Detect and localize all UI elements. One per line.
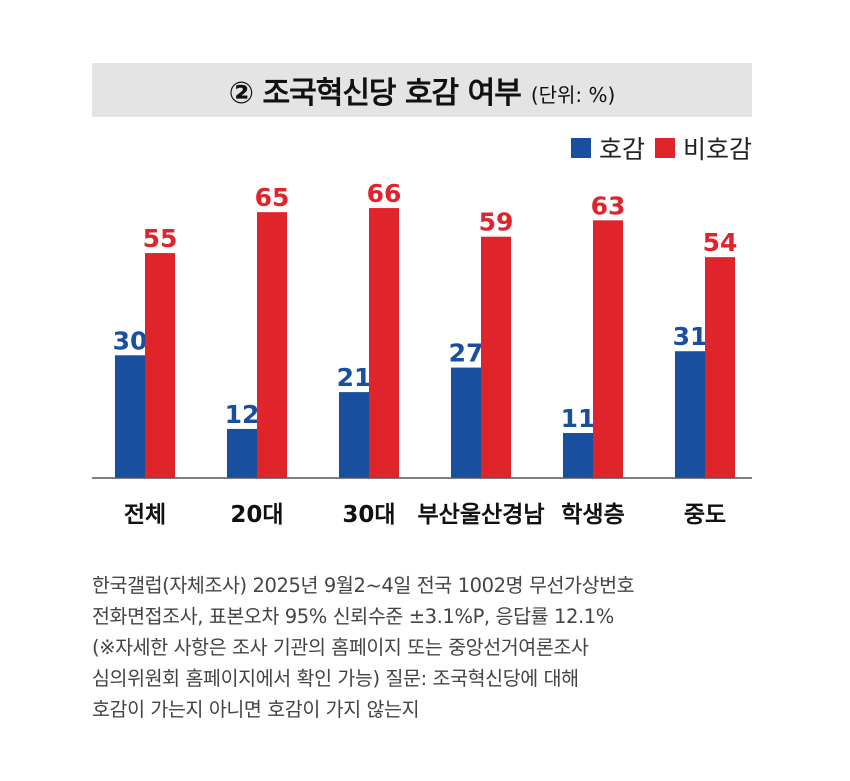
bar-unfavorable [481, 236, 511, 478]
bar-unfavorable [593, 220, 623, 478]
data-label-unfavorable: 63 [591, 191, 626, 220]
legend-item-unfavorable: 비호감 [654, 130, 752, 166]
data-label-unfavorable: 54 [703, 228, 738, 257]
chart-legend: 호감 비호감 [570, 130, 752, 166]
category-label: 부산울산경남 [418, 502, 545, 528]
data-label-unfavorable: 59 [479, 208, 514, 237]
bar-favorable [451, 367, 481, 478]
bar-chart: 30 55 전체 12 65 20대 21 66 30대 27 59 부산울산경남 11 63 학생층 31 5… [92, 179, 752, 528]
source-line: (※자세한 사항은 조사 기관의 홈페이지 또는 중앙선거여론조사 [92, 636, 589, 659]
chart-unit: (단위: %) [530, 82, 616, 107]
bar-unfavorable [145, 253, 175, 478]
legend-swatch-favorable [570, 138, 591, 158]
bar-unfavorable [257, 212, 287, 478]
bar-favorable [675, 351, 705, 478]
bar-favorable [115, 355, 145, 478]
legend-item-favorable: 호감 [570, 130, 645, 166]
data-label-favorable: 31 [673, 322, 708, 351]
legend-swatch-unfavorable [654, 138, 675, 158]
category-label: 20대 [230, 502, 283, 528]
bar-unfavorable [705, 257, 735, 478]
bar-favorable [563, 433, 593, 478]
legend-label-favorable: 호감 [598, 135, 645, 164]
category-label: 30대 [342, 502, 395, 528]
source-line: 심의위원회 홈페이지에서 확인 가능) 질문: 조국혁신당에 대해 [92, 667, 579, 690]
data-label-favorable: 21 [337, 363, 372, 392]
source-line: 호감이 가는지 아니면 호감이 가지 않는지 [92, 698, 420, 721]
source-line: 한국갤럽(자체조사) 2025년 9월2~4일 전국 1002명 무선가상번호 [92, 574, 635, 597]
data-label-favorable: 27 [449, 339, 484, 368]
legend-label-unfavorable: 비호감 [682, 135, 752, 164]
data-label-favorable: 11 [561, 404, 596, 433]
category-label: 중도 [684, 502, 726, 528]
category-label: 학생층 [561, 502, 624, 528]
bar-favorable [339, 392, 369, 478]
chart-title-bar: ② 조국혁신당 호감 여부 (단위: %) [92, 63, 752, 117]
data-label-favorable: 30 [113, 326, 148, 355]
bar-favorable [227, 428, 257, 478]
data-label-unfavorable: 55 [143, 224, 178, 253]
data-label-unfavorable: 66 [367, 179, 402, 208]
source-line: 전화면접조사, 표본오차 95% 신뢰수준 ±3.1%P, 응답률 12.1% [92, 605, 614, 628]
source-note: 한국갤럽(자체조사) 2025년 9월2~4일 전국 1002명 무선가상번호 … [92, 570, 772, 725]
bar-unfavorable [369, 208, 399, 478]
data-label-unfavorable: 65 [255, 183, 290, 212]
data-label-favorable: 12 [225, 400, 260, 429]
chart-title: ② 조국혁신당 호감 여부 [228, 76, 522, 111]
category-label: 전체 [124, 502, 166, 528]
